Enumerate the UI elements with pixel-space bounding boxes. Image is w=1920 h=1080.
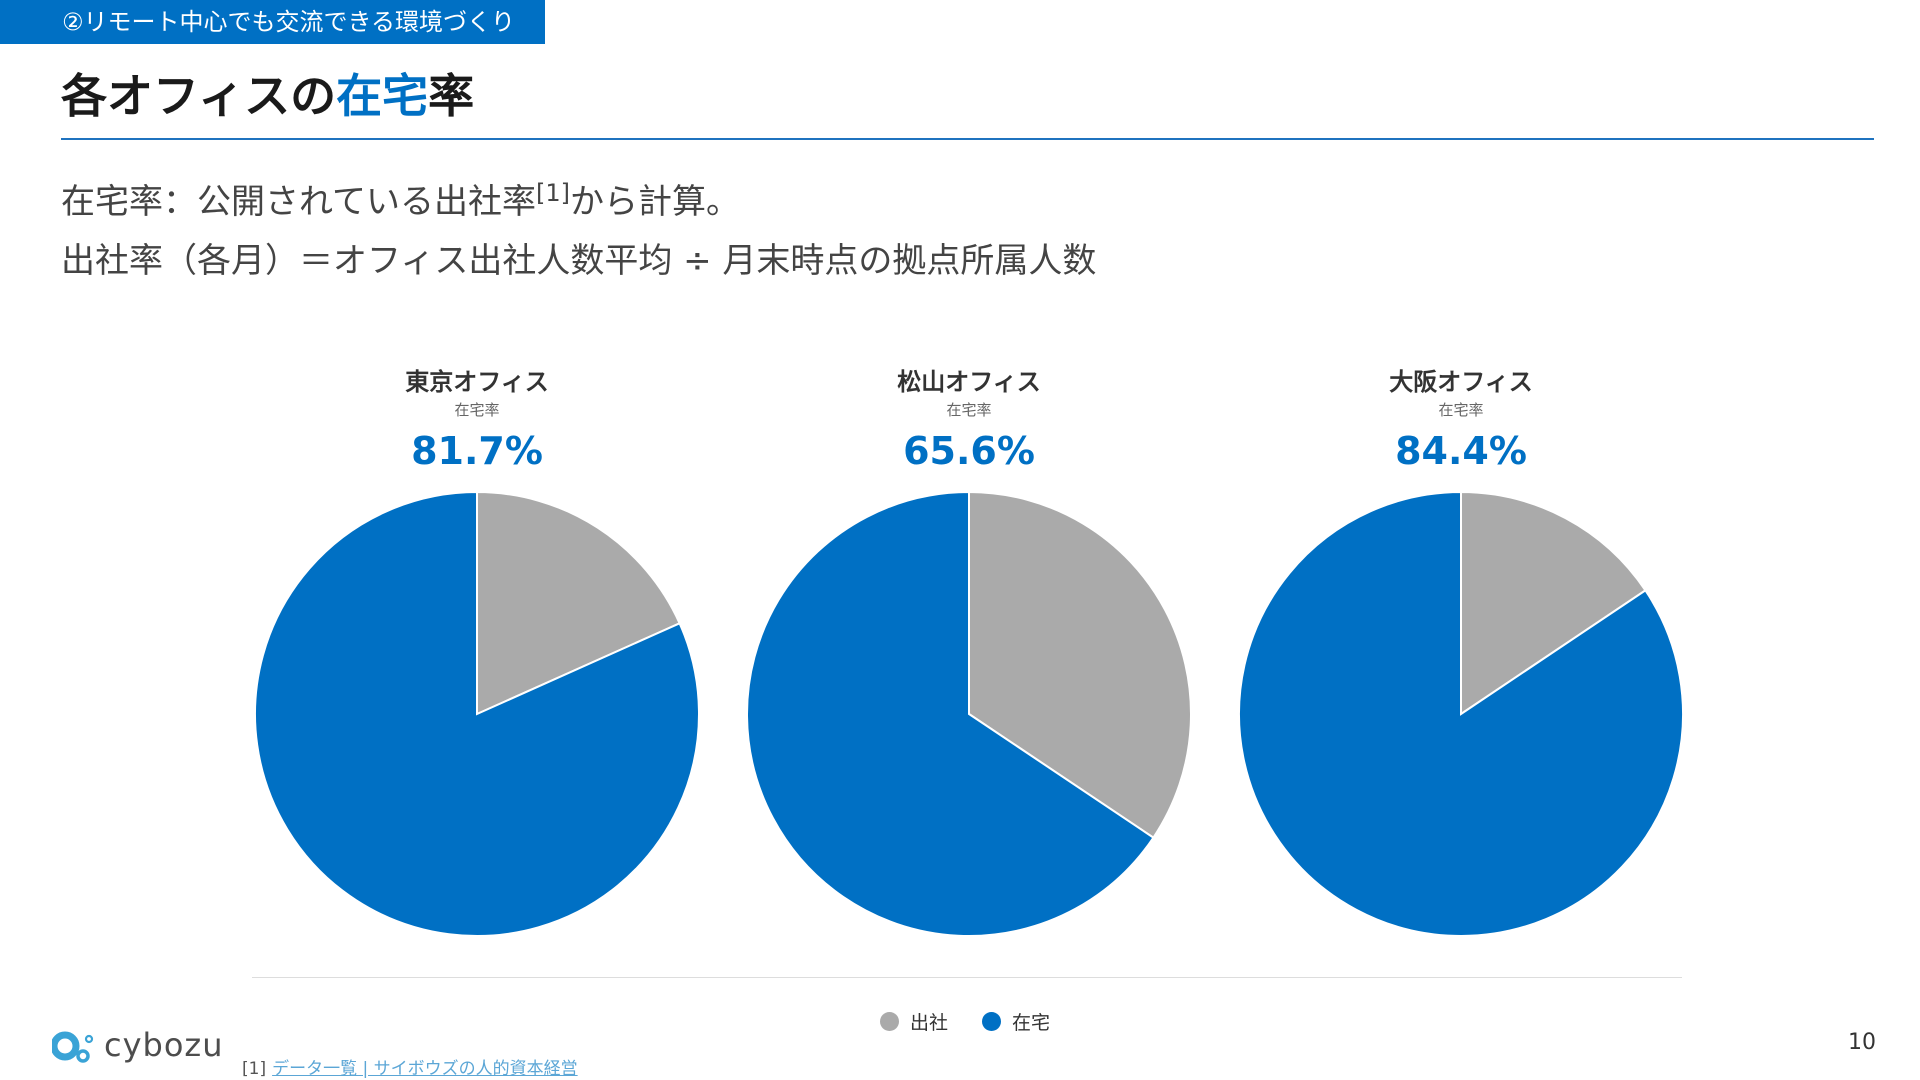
- pie-slice-0-0: [476, 490, 681, 716]
- title-highlight: 在宅: [336, 69, 429, 123]
- legend-item-remote: 在宅: [982, 1008, 1050, 1035]
- cybozu-logo: cybozu: [52, 1025, 224, 1065]
- office-matsuyama-header: 松山オフィス 在宅率 65.6%: [739, 366, 1199, 476]
- office-subtitle: 在宅率: [454, 401, 500, 419]
- office-rate-value: 65.6%: [903, 429, 1035, 473]
- page-number: 10: [1848, 1030, 1876, 1055]
- legend-label: 出社: [910, 1012, 949, 1034]
- legend-item-office: 出社: [880, 1008, 948, 1035]
- definition-line-1: 在宅率：公開されている出社率[1]から計算。: [61, 178, 740, 226]
- title-divider: [61, 138, 1874, 140]
- office-rate-value: 81.7%: [411, 429, 543, 473]
- footnote: [1] データ一覧 | サイボウズの人的資本経営: [242, 1054, 578, 1079]
- definition-line-2: 出社率（各月）＝オフィス出社人数平均 ÷ 月末時点の拠点所属人数: [61, 241, 1097, 281]
- office-subtitle: 在宅率: [1438, 401, 1484, 419]
- page-title: 各オフィスの在宅率: [61, 64, 474, 128]
- pie-slice-1-0: [968, 490, 1192, 840]
- chart-baseline: [252, 977, 1682, 978]
- office-name: 大阪オフィス: [1389, 368, 1533, 396]
- chart-legend: 出社 在宅: [880, 1008, 1084, 1035]
- definition-text: 在宅率：公開されている出社率: [61, 182, 536, 222]
- legend-label: 在宅: [1012, 1012, 1051, 1034]
- footnote-link[interactable]: データ一覧 | サイボウズの人的資本経営: [272, 1059, 578, 1079]
- office-rate-value: 84.4%: [1395, 429, 1527, 473]
- pie-slice-0-1: [254, 490, 700, 937]
- section-tag: ②リモート中心でも交流できる環境づくり: [0, 0, 545, 44]
- title-prefix: 各オフィスの: [61, 69, 337, 123]
- legend-swatch-icon: [982, 1012, 1002, 1031]
- office-subtitle: 在宅率: [946, 401, 992, 419]
- definition-text-tail: から計算。: [569, 182, 740, 222]
- office-name: 東京オフィス: [405, 368, 549, 396]
- pie-slice-2-1: [1238, 490, 1684, 937]
- legend-swatch-icon: [880, 1012, 899, 1031]
- logo-wordmark: cybozu: [104, 1026, 224, 1064]
- office-tokyo-header: 東京オフィス 在宅率 81.7%: [247, 366, 707, 476]
- pie-slice-2-0: [1460, 490, 1647, 716]
- office-osaka-header: 大阪オフィス 在宅率 84.4%: [1231, 366, 1691, 476]
- office-name: 松山オフィス: [897, 368, 1041, 396]
- footnote-ref: [1]: [242, 1059, 267, 1079]
- pie-slice-1-1: [746, 490, 1155, 937]
- footnote-reference: [1]: [535, 179, 570, 207]
- title-suffix: 率: [428, 69, 475, 123]
- cybozu-logo-icon: [52, 1031, 94, 1063]
